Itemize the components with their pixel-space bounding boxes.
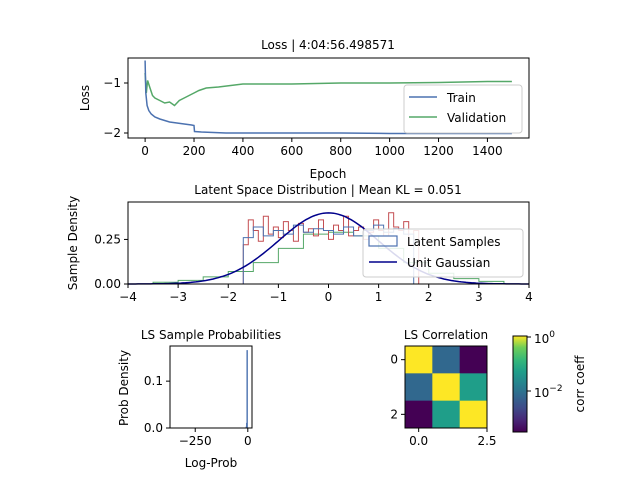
- correlation-panel: LS Correlation 0.0 2.502 100: [390, 328, 587, 448]
- correlation-ytick-label: 2: [390, 407, 398, 421]
- correlation-cell: [405, 346, 433, 374]
- latent-xtick-label: 0: [325, 290, 333, 304]
- latent-xtick-label: −4: [119, 290, 137, 304]
- latent-xtick-label: 4: [525, 290, 533, 304]
- loss-xtick-label: 600: [280, 144, 303, 158]
- logprob-xtick-label: 0: [244, 434, 252, 448]
- logprob-xlabel: Log-Prob: [185, 456, 237, 470]
- logprob-axes-frame: [169, 345, 253, 429]
- correlation-cell: [459, 346, 488, 374]
- correlation-axes-frame: [404, 345, 488, 429]
- loss-xtick-label: 1200: [423, 144, 454, 158]
- colorbar-tick-mid-exp: −2: [549, 384, 562, 394]
- correlation-cell: [405, 373, 433, 402]
- colorbar-tick-top-exp: 0: [549, 330, 555, 340]
- legend-unit-gaussian-label: Unit Gaussian: [407, 256, 490, 270]
- correlation-cell: [432, 346, 461, 374]
- correlation-cell: [405, 400, 433, 429]
- correlation-cell: [432, 400, 461, 429]
- colorbar-label: corr coeff: [573, 355, 587, 413]
- colorbar-tick-top-base: 10: [534, 332, 549, 346]
- loss-panel: Loss | 4:04:56.498571 0 200 400 600 800 1000 1…: [78, 38, 530, 181]
- colorbar: [512, 335, 528, 433]
- unit-gaussian-curve: [128, 212, 529, 285]
- logprob-ytick-label: 0.1: [144, 374, 163, 388]
- loss-ytick-label: −2: [103, 126, 121, 140]
- svg-text:10−2: 10−2: [534, 384, 563, 400]
- loss-xtick-label: 1400: [472, 144, 503, 158]
- logprob-xtick-label: −250: [179, 434, 212, 448]
- latent-xtick-label: −3: [169, 290, 187, 304]
- loss-ytick-label: −1: [103, 76, 121, 90]
- latent-xtick-label: −1: [270, 290, 288, 304]
- series-line-validation: [144, 72, 512, 107]
- loss-xtick-label: 800: [329, 144, 352, 158]
- latent-panel: Latent Space Distribution | Mean KL = 0.…: [66, 183, 533, 304]
- loss-xtick-label: 200: [183, 144, 206, 158]
- legend-train-label: Train: [446, 91, 476, 105]
- colorbar-tick-top: 100: [527, 330, 555, 346]
- latent-xtick-label: 3: [475, 290, 483, 304]
- correlation-cell: [459, 400, 488, 429]
- loss-title: Loss | 4:04:56.498571: [261, 38, 395, 52]
- logprob-panel: LS Sample Probabilities −250 0 0.0 0.1 Log…: [117, 328, 281, 470]
- latent-legend: Latent Samples Unit Gaussian: [362, 228, 524, 278]
- svg-text:100: 100: [534, 330, 555, 346]
- loss-xtick-label: 0: [141, 144, 149, 158]
- legend-latent-samples-label: Latent Samples: [407, 235, 501, 249]
- latent-ytick-label: 0.25: [94, 232, 121, 246]
- logprob-ytick-label: 0.0: [144, 421, 163, 435]
- latent-xtick-label: 2: [425, 290, 433, 304]
- logprob-hist: [243, 350, 248, 429]
- legend-latent-samples-swatch: [368, 235, 398, 247]
- loss-axes-frame: [127, 57, 530, 139]
- logprob-ylabel: Prob Density: [117, 350, 131, 426]
- latent-xtick-label: 1: [375, 290, 383, 304]
- series-line-train: [144, 60, 512, 135]
- latent-ylabel: Sample Density: [66, 196, 80, 290]
- loss-xlabel: Epoch: [310, 167, 347, 181]
- correlation-title: LS Correlation: [404, 328, 488, 342]
- loss-xtick-label: 1000: [374, 144, 405, 158]
- correlation-cell: [459, 373, 488, 402]
- latent-ytick-label: 0.00: [94, 277, 121, 291]
- loss-ylabel: Loss: [78, 85, 92, 111]
- logprob-title: LS Sample Probabilities: [141, 328, 281, 342]
- latent-xtick-label: −2: [219, 290, 237, 304]
- correlation-xtick-label: 0.0: [409, 434, 428, 448]
- loss-xtick-label: 400: [231, 144, 254, 158]
- legend-validation-label: Validation: [447, 111, 506, 125]
- correlation-cell: [432, 373, 461, 402]
- colorbar-tick-mid-base: 10: [534, 386, 549, 400]
- latent-title: Latent Space Distribution | Mean KL = 0.…: [194, 183, 461, 197]
- correlation-xtick-label: 2.5: [477, 434, 496, 448]
- latent-red-hist: [242, 212, 420, 284]
- correlation-ytick-label: 0: [390, 353, 398, 367]
- loss-legend: Train Validation: [403, 84, 523, 134]
- colorbar-tick-mid: 10−2: [527, 384, 563, 400]
